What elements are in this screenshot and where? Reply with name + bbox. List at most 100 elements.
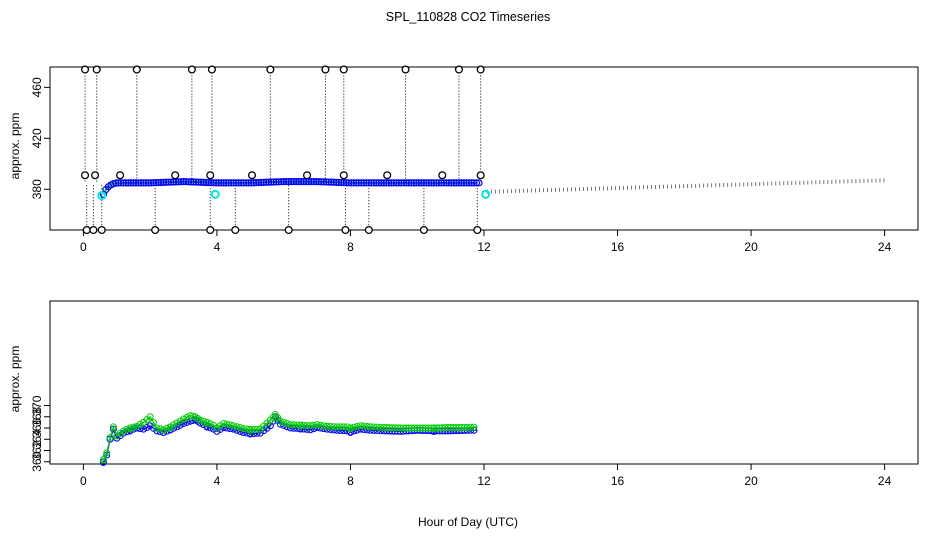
x-tick-label: 4 <box>214 474 221 488</box>
data-point <box>385 179 393 187</box>
y-tick-label: 360 <box>30 451 44 471</box>
data-point <box>174 178 183 186</box>
data-point <box>352 179 360 187</box>
data-point <box>169 178 178 186</box>
outlier-high-point <box>454 65 464 74</box>
series-point-b <box>283 420 291 428</box>
data-point <box>340 179 348 187</box>
series-point-a <box>139 425 147 433</box>
data-point <box>267 178 275 186</box>
data-point <box>184 178 193 186</box>
data-point <box>300 178 308 186</box>
outlier-mid-point <box>339 171 348 180</box>
flagged-point <box>210 189 220 199</box>
data-point <box>310 178 318 186</box>
plot-frame <box>49 300 919 465</box>
data-point <box>335 178 343 187</box>
series-marker-label-a: 3 <box>167 425 173 437</box>
series-point-b <box>313 421 321 429</box>
x-tick-label: 8 <box>347 474 354 488</box>
series-point-b <box>230 422 238 430</box>
series-point-b <box>350 423 358 431</box>
data-point <box>152 179 160 187</box>
outlier-high-point <box>92 65 101 74</box>
data-point <box>377 179 385 187</box>
data-point <box>372 179 380 187</box>
series-marker-label-a: 3 <box>247 429 253 441</box>
data-point <box>345 179 353 187</box>
data-point <box>457 179 466 187</box>
x-tick-label: 0 <box>80 474 87 488</box>
series-point-b <box>240 425 248 433</box>
outlier-high-point <box>187 65 196 74</box>
series-point-b <box>366 423 374 431</box>
outlier-mid-point <box>303 171 312 180</box>
outlier-low-point <box>151 225 160 235</box>
series-point-b <box>323 422 331 430</box>
y-tick-label: 460 <box>30 77 44 97</box>
outlier-low-point <box>97 225 106 235</box>
data-point <box>232 179 240 187</box>
series-marker-label-a: 3 <box>204 421 210 433</box>
series-point-b <box>253 425 261 433</box>
series-point-a <box>143 423 151 431</box>
data-point <box>194 178 203 186</box>
data-point <box>370 179 378 187</box>
flagged-point <box>481 189 491 199</box>
data-point <box>327 178 335 186</box>
series-point-b <box>129 423 137 431</box>
x-tick-label: 16 <box>611 474 625 488</box>
outlier-mid-point <box>383 171 392 180</box>
data-point <box>367 179 375 187</box>
data-point <box>272 178 280 186</box>
series-point-b <box>126 424 134 432</box>
series-point-a <box>346 428 354 436</box>
data-point <box>382 179 390 187</box>
outlier-high-point <box>401 65 410 74</box>
data-point <box>410 179 418 187</box>
outlier-low-point <box>206 225 215 235</box>
x-axis-label: Hour of Day (UTC) <box>417 515 518 529</box>
data-point <box>325 178 333 186</box>
data-point <box>470 179 478 187</box>
series-point-b <box>356 422 364 430</box>
data-point <box>432 179 441 187</box>
data-point <box>122 179 130 187</box>
series-point-b <box>280 418 288 426</box>
series-point-b <box>296 421 304 429</box>
data-point <box>217 179 225 187</box>
outlier-low-point <box>341 225 350 235</box>
series-point-b <box>196 416 204 424</box>
data-point <box>127 179 135 187</box>
data-point <box>350 179 358 187</box>
data-point <box>307 178 315 186</box>
data-point <box>282 178 290 186</box>
data-point <box>397 179 405 187</box>
series-point-b <box>233 423 241 431</box>
data-point <box>467 179 476 187</box>
x-tick-label: 4 <box>214 240 221 254</box>
chart-title: SPL_110828 CO2 Timeseries <box>385 10 551 24</box>
outlier-low-point <box>89 225 98 235</box>
x-tick-label: 16 <box>611 240 625 254</box>
data-point <box>242 179 250 187</box>
data-point <box>452 179 461 187</box>
data-point <box>199 178 208 186</box>
data-point <box>337 178 345 187</box>
series-point-b <box>346 424 354 432</box>
data-point <box>192 178 200 186</box>
data-point <box>134 179 143 187</box>
series-point-b <box>276 417 284 425</box>
data-point <box>407 179 415 187</box>
data-point <box>230 179 238 187</box>
data-point <box>245 179 253 187</box>
data-point <box>462 179 471 187</box>
data-point <box>415 179 423 187</box>
series-point-b <box>300 421 308 429</box>
series-point-b <box>109 423 117 431</box>
outlier-low-point <box>364 225 373 235</box>
outlier-low-point <box>82 225 91 235</box>
data-point <box>317 178 325 186</box>
series-point-b <box>146 413 154 421</box>
data-point <box>422 179 431 187</box>
